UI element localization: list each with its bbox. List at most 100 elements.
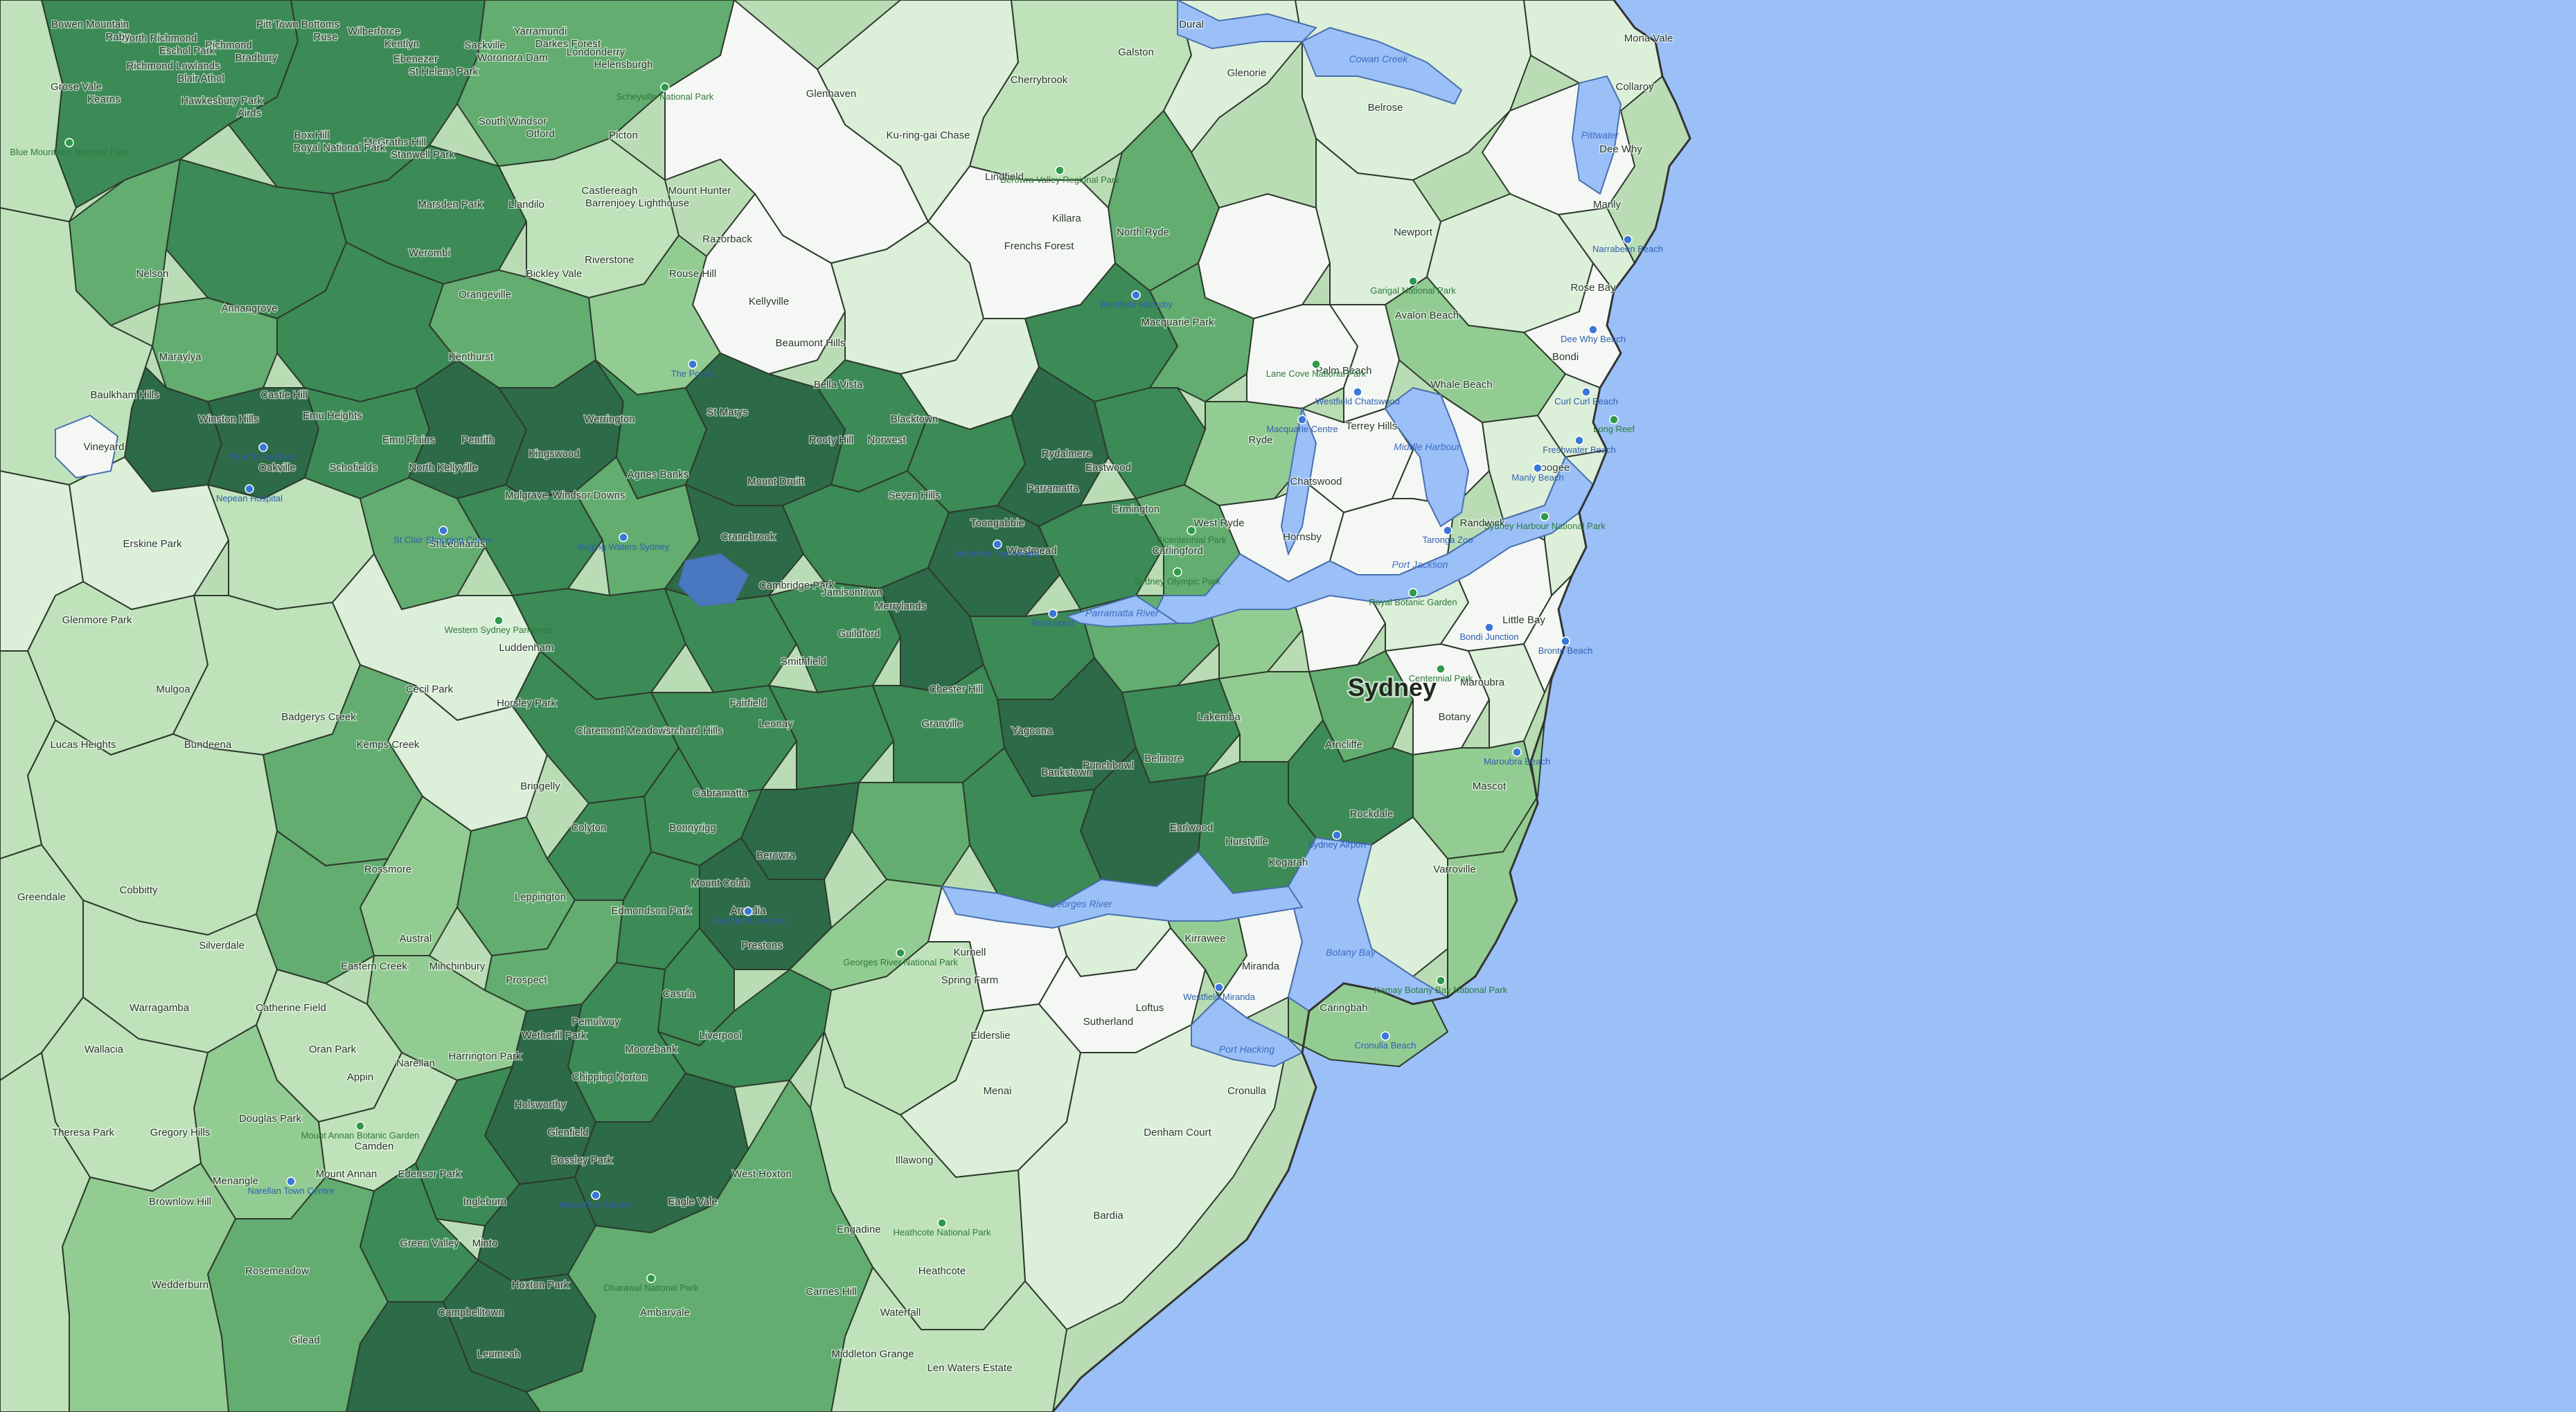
poi-marker-icon[interactable]	[1436, 664, 1446, 674]
poi-marker-icon[interactable]	[993, 539, 1002, 549]
suburb-label: Parramatta	[1027, 483, 1079, 494]
poi-marker-icon[interactable]	[688, 359, 698, 369]
suburb-label: Schofields	[329, 462, 377, 474]
suburb-label: Stanwell Park	[391, 149, 454, 161]
poi-marker-icon[interactable]	[286, 1177, 296, 1186]
poi-marker-icon[interactable]	[1173, 567, 1182, 577]
poi-marker-icon[interactable]	[494, 616, 504, 625]
suburb-label: Erskine Park	[123, 538, 182, 550]
region-eastwood[interactable]	[1149, 262, 1254, 402]
suburb-label: Rossmore	[364, 864, 411, 875]
poi-marker-icon[interactable]	[743, 906, 753, 916]
poi-marker-icon[interactable]	[1353, 387, 1362, 397]
poi-marker-icon[interactable]	[245, 484, 254, 494]
suburb-label: Darkes Forest	[535, 38, 601, 50]
region-wallacia[interactable]	[0, 844, 84, 1081]
suburb-label: Elderslie	[970, 1030, 1011, 1042]
suburb-label: Bossley Park	[551, 1154, 612, 1166]
poi-marker-icon[interactable]	[438, 526, 448, 535]
poi-marker-icon[interactable]	[258, 443, 268, 452]
poi-marker-icon[interactable]	[1443, 526, 1453, 535]
poi-marker-icon[interactable]	[1297, 415, 1307, 425]
poi-label: Macarthur Square	[560, 1199, 632, 1210]
region-wedderburn[interactable]	[526, 1080, 873, 1412]
region-yennora[interactable]	[768, 685, 894, 790]
poi-label: Narrabeen Beach	[1592, 244, 1663, 254]
poi-marker-icon[interactable]	[1540, 512, 1549, 521]
poi-marker-icon[interactable]	[1574, 436, 1584, 445]
poi-marker-icon[interactable]	[660, 82, 670, 92]
region-randwick[interactable]	[1385, 643, 1490, 756]
poi-marker-icon[interactable]	[1380, 1031, 1390, 1041]
poi-marker-icon[interactable]	[1408, 588, 1418, 598]
poi-marker-icon[interactable]	[64, 138, 74, 148]
poi-marker-icon[interactable]	[1408, 276, 1418, 286]
poi-marker-icon[interactable]	[1512, 747, 1522, 757]
suburb-label: Agnes Banks	[628, 469, 689, 481]
poi-marker-icon[interactable]	[1311, 359, 1321, 369]
poi-marker-icon[interactable]	[896, 948, 905, 958]
suburb-label: Castlereagh	[582, 185, 638, 197]
suburb-label: Chatswood	[1290, 476, 1342, 488]
region-revesby[interactable]	[962, 747, 1102, 908]
suburb-label: Lindfield	[985, 171, 1024, 183]
poi-marker-icon[interactable]	[591, 1190, 601, 1200]
poi-marker-icon[interactable]	[1131, 290, 1141, 300]
suburb-label: Camden	[355, 1141, 394, 1152]
poi-marker-icon[interactable]	[1436, 976, 1446, 985]
region-yellow-rock[interactable]	[0, 207, 153, 485]
poi-label: Penrith Panthers	[230, 452, 297, 462]
poi-marker-icon[interactable]	[1581, 387, 1591, 397]
poi-marker-icon[interactable]	[1588, 325, 1598, 334]
region-granville[interactable]	[1038, 498, 1164, 610]
suburb-label: Edensor Park	[398, 1168, 461, 1180]
poi-marker-icon[interactable]	[1484, 623, 1494, 632]
region-milperra[interactable]	[851, 782, 970, 887]
cowan-creek	[1301, 26, 1463, 105]
poi-marker-icon[interactable]	[646, 1274, 656, 1283]
poi-marker-icon[interactable]	[1214, 983, 1224, 992]
suburb-label: Windsor Downs	[552, 490, 625, 501]
region-picton[interactable]	[0, 1052, 91, 1412]
suburb-regions[interactable]	[0, 0, 1663, 1412]
suburb-label: Razorback	[702, 233, 752, 245]
suburb-label: Varroville	[1433, 864, 1475, 875]
poi-marker-icon[interactable]	[937, 1218, 947, 1228]
poi-marker-icon[interactable]	[1187, 526, 1196, 535]
poi-label: Sydney Olympic Park	[1135, 576, 1221, 587]
poi-marker-icon[interactable]	[1561, 636, 1570, 646]
poi-marker-icon[interactable]	[619, 533, 628, 542]
suburb-label: Bella Vista	[814, 379, 863, 391]
water-label: Botany Bay	[1326, 947, 1376, 958]
suburb-label: Eastern Creek	[341, 960, 407, 972]
suburb-label: Frenchs Forest	[1004, 240, 1075, 252]
suburb-label: Werombi	[409, 247, 450, 259]
poi-marker-icon[interactable]	[355, 1121, 365, 1131]
region-guildford[interactable]	[768, 581, 901, 693]
poi-label: Berowra Valley Regional Park	[1000, 175, 1119, 185]
poi-marker-icon[interactable]	[1048, 609, 1058, 618]
poi-marker-icon[interactable]	[1609, 415, 1619, 425]
suburb-label: Castle Hill	[260, 389, 308, 401]
suburb-label: Gilead	[290, 1334, 319, 1346]
suburb-label: St Leonards	[429, 538, 486, 550]
poi-label: Scheyville National Park	[616, 91, 714, 102]
suburb-label: Mount Annan	[316, 1168, 377, 1180]
suburb-label: West Hoxton	[732, 1168, 792, 1180]
region-llandilo[interactable]	[276, 242, 458, 402]
poi-marker-icon[interactable]	[1332, 830, 1342, 840]
poi-marker-icon[interactable]	[1533, 463, 1543, 473]
suburb-label: Sutherland	[1083, 1016, 1134, 1028]
poi-marker-icon[interactable]	[1055, 166, 1065, 175]
region-blue-mountains[interactable]	[0, 0, 77, 222]
suburb-label: Marsden Park	[418, 199, 483, 211]
suburb-label: Bankstown	[1041, 767, 1092, 778]
poi-marker-icon[interactable]	[1623, 235, 1633, 244]
suburb-label: Oran Park	[309, 1044, 357, 1055]
suburb-label: Brownlow Hill	[149, 1196, 211, 1208]
suburb-label: Emu Heights	[303, 410, 362, 422]
suburb-label: Helensburgh	[594, 59, 652, 71]
suburb-label: Manly	[1593, 199, 1622, 211]
